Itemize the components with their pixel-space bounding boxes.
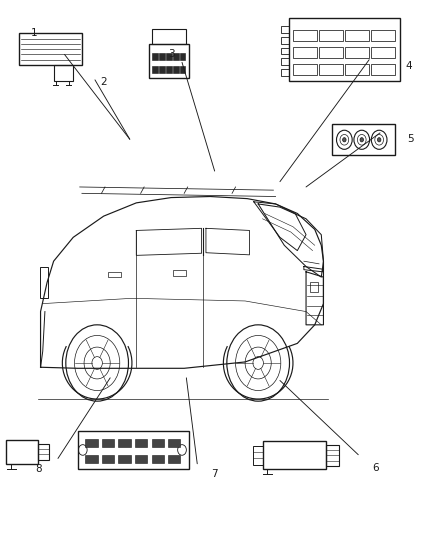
Bar bbox=[281, 26, 289, 33]
Circle shape bbox=[360, 138, 364, 142]
Bar bbox=[253, 446, 262, 465]
Bar bbox=[152, 53, 158, 60]
Text: 8: 8 bbox=[35, 464, 42, 474]
Bar bbox=[19, 33, 82, 65]
Text: 6: 6 bbox=[372, 463, 379, 473]
Bar bbox=[168, 455, 180, 463]
Bar bbox=[39, 444, 49, 459]
Text: 4: 4 bbox=[405, 61, 412, 71]
Bar bbox=[262, 441, 325, 469]
Bar bbox=[325, 445, 339, 466]
Bar bbox=[180, 66, 185, 73]
Bar bbox=[135, 455, 147, 463]
Bar bbox=[108, 272, 121, 277]
Circle shape bbox=[343, 138, 346, 142]
Bar bbox=[85, 439, 98, 447]
Bar bbox=[152, 439, 164, 447]
Bar bbox=[85, 455, 98, 463]
Text: 5: 5 bbox=[407, 134, 414, 144]
Bar bbox=[345, 64, 369, 75]
Bar bbox=[173, 270, 186, 276]
Bar bbox=[319, 47, 343, 58]
Bar bbox=[166, 66, 172, 73]
Bar bbox=[371, 64, 395, 75]
Bar bbox=[345, 47, 369, 58]
Bar bbox=[293, 64, 317, 75]
Bar bbox=[180, 53, 185, 60]
Bar bbox=[152, 66, 158, 73]
Bar bbox=[168, 439, 180, 447]
Bar bbox=[289, 18, 399, 81]
Bar bbox=[40, 266, 47, 298]
Bar bbox=[152, 29, 186, 44]
Bar bbox=[281, 69, 289, 76]
Bar bbox=[152, 455, 164, 463]
Bar bbox=[173, 53, 179, 60]
Bar bbox=[159, 53, 165, 60]
Text: 3: 3 bbox=[168, 50, 174, 59]
Bar bbox=[281, 37, 289, 44]
Bar bbox=[118, 439, 131, 447]
Bar bbox=[371, 47, 395, 58]
Bar bbox=[6, 440, 39, 464]
Bar bbox=[118, 455, 131, 463]
Bar bbox=[311, 282, 318, 292]
Bar bbox=[332, 124, 395, 155]
Bar bbox=[281, 47, 289, 54]
Bar bbox=[173, 66, 179, 73]
Circle shape bbox=[378, 138, 381, 142]
Bar bbox=[281, 58, 289, 65]
Bar bbox=[78, 431, 188, 469]
Text: 7: 7 bbox=[212, 470, 218, 479]
Bar bbox=[293, 47, 317, 58]
Bar bbox=[53, 65, 73, 81]
Bar bbox=[345, 30, 369, 41]
Bar bbox=[371, 30, 395, 41]
Bar bbox=[166, 53, 172, 60]
Bar bbox=[102, 455, 114, 463]
Bar bbox=[319, 64, 343, 75]
Bar bbox=[135, 439, 147, 447]
Bar bbox=[293, 30, 317, 41]
Bar bbox=[319, 30, 343, 41]
Text: 1: 1 bbox=[31, 28, 37, 38]
Bar bbox=[102, 439, 114, 447]
Bar bbox=[159, 66, 165, 73]
Text: 2: 2 bbox=[100, 77, 107, 87]
Bar bbox=[149, 44, 188, 78]
